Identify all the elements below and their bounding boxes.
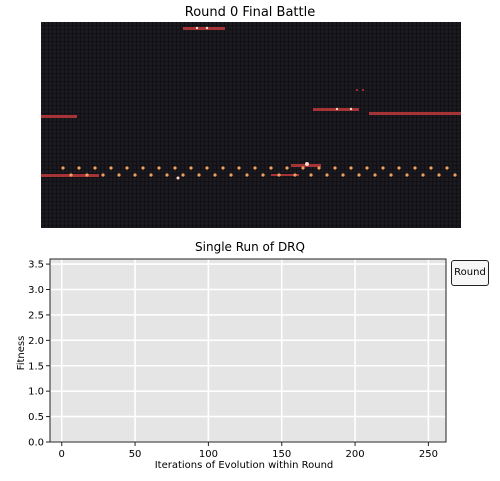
warrior-cell [397,166,401,170]
warrior-cell [205,166,209,170]
warrior-cell [109,166,113,170]
warrior-cell [333,166,337,170]
warrior-cell [349,166,353,170]
y-tick-label: 2.0 [28,336,44,347]
y-tick-label: 2.5 [28,310,44,321]
y-axis-label: Fitness [15,335,27,371]
legend-entry-round: Round [451,260,489,286]
x-tick-label: 0 [59,449,65,460]
warrior-cell [125,166,129,170]
warrior-cell [325,173,329,177]
warrior-cell [141,166,145,170]
warrior-cell [85,173,89,177]
warrior-cell [221,166,225,170]
warrior-cell [341,173,345,177]
warrior-cell [253,166,257,170]
warrior-cell [381,166,385,170]
warrior-cell [269,166,273,170]
y-tick-label: 3.0 [28,285,44,296]
y-tick-label: 1.5 [28,361,44,372]
warrior-cell [133,173,137,177]
y-tick-label: 0.5 [28,412,44,423]
warrior-cell [305,162,309,166]
warrior-cell [176,176,180,180]
warrior-cell [389,173,393,177]
warrior-cell [309,173,313,177]
warrior-cell [356,89,358,91]
warrior-cell [277,173,281,177]
warrior-cell [69,173,73,177]
chart-title: Single Run of DRQ [195,240,305,254]
x-tick-label: 100 [199,449,218,460]
warrior-cell [301,166,305,170]
warrior-cell [165,173,169,177]
battle-title: Round 0 Final Battle [184,5,316,20]
warrior-cell [101,173,105,177]
warrior-cell [77,166,81,170]
warrior-cell [349,107,353,111]
x-axis-label: Iterations of Evolution within Round [154,460,334,471]
warrior-cell [285,166,289,170]
warrior-cell [157,166,161,170]
warrior-cell [245,173,249,177]
memory-grid [41,22,461,228]
x-tick-label: 200 [346,449,365,460]
x-tick-label: 150 [272,449,291,460]
warrior-cell [445,166,449,170]
warrior-cell [365,166,369,170]
warrior-cell [205,26,209,30]
warrior-cell [413,166,417,170]
warrior-cell [437,173,441,177]
warrior-cell [335,107,339,111]
warrior-cell [195,26,199,30]
warrior-cell [261,173,265,177]
warrior-cell [293,173,297,177]
warrior-cell [405,173,409,177]
warrior-cell [93,166,97,170]
x-tick-label: 50 [129,449,142,460]
battle-memory-view [41,22,461,228]
warrior-cell [317,166,321,170]
plot-frame [49,258,447,443]
warrior-cell [181,173,185,177]
y-tick-label: 1.0 [28,387,44,398]
memory-cells [41,22,461,228]
warrior-cell [229,173,233,177]
warrior-band [369,112,461,115]
warrior-band [183,27,225,30]
warrior-band [271,174,299,176]
warrior-cell [61,166,65,170]
warrior-cell [197,173,201,177]
grid-lines [50,259,446,443]
warrior-band [41,115,77,118]
warrior-cell [373,173,377,177]
warrior-cell [237,166,241,170]
plot-area [50,259,446,442]
x-tick-label: 250 [419,449,438,460]
warrior-cell [213,173,217,177]
warrior-cell [421,173,425,177]
axes: 0 50 100 150 200 250 0.0 0.5 1.0 1.5 2.0 2.5 3.0 3.5 [28,258,447,460]
warrior-cell [149,173,153,177]
warrior-cell [173,166,177,170]
y-tick-label: 3.5 [28,260,44,271]
warrior-cell [362,89,364,91]
warrior-cell [357,173,361,177]
y-tick-label: 0.0 [28,438,44,449]
warrior-cell [189,166,193,170]
warrior-cell [117,173,121,177]
warrior-cell [429,166,433,170]
warrior-cell [453,173,457,177]
